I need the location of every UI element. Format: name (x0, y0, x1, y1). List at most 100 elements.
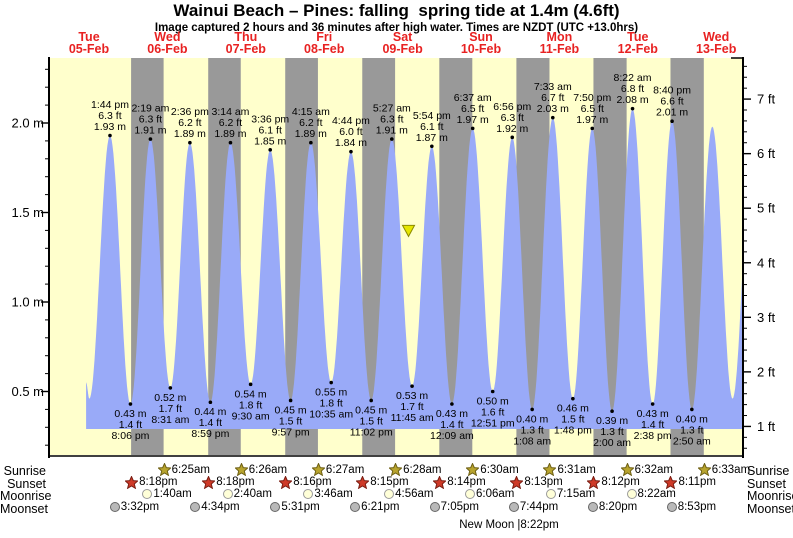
tide-point-dot (168, 386, 173, 390)
day-label-06-Feb: Wed 06-Feb (147, 30, 187, 56)
low-tide-label: 0.43 m (436, 408, 468, 420)
left-axis-label: 1.5 m (11, 205, 44, 220)
moonrise-entry: 7:15am (545, 488, 595, 500)
moonrise-entry: 8:22am (626, 488, 676, 500)
sunrise-entry: 6:26am (234, 463, 288, 476)
tide-point-dot (670, 119, 674, 124)
high-tide-label: 1.91 m (134, 125, 166, 137)
sunrise-star-icon (620, 463, 634, 476)
new-moon-note: New Moon |8:22pm (459, 519, 559, 531)
high-tide-label: 6.1 ft (259, 124, 282, 136)
day-date: 13-Feb (696, 42, 737, 56)
sunset-entry: 8:18pm (202, 475, 255, 489)
moonrise-time: 1:40am (153, 488, 192, 500)
moonset-circle-icon (666, 501, 677, 512)
sunrise-entry: 6:27am (311, 463, 364, 476)
moonset-circle-icon (190, 501, 201, 512)
low-tide-label: 0.40 m (676, 413, 708, 425)
moonset-circle-icon (270, 501, 281, 512)
low-tide-label: 1.4 ft (641, 419, 664, 431)
sunrise-time: 6:33am (711, 463, 751, 476)
tide-point-dot (430, 144, 434, 149)
high-tide-label: 6.5 ft (461, 103, 484, 115)
sunrise-entry: 6:32am (620, 463, 673, 476)
high-tide-label: 6.1 ft (420, 121, 443, 133)
moonset-time: 8:20pm (598, 500, 638, 513)
right-axis-label: 7 ft (757, 92, 775, 107)
low-tide-label: 1.5 ft (279, 415, 302, 427)
high-tide-label: 6.6 ft (660, 96, 683, 108)
tide-point-dot (470, 126, 475, 131)
high-tide-label: 1.89 m (174, 128, 206, 140)
tide-point-dot (410, 384, 414, 388)
low-tide-label: 12:51 pm (471, 418, 515, 430)
low-tide-label: 0.45 m (275, 404, 307, 416)
tide-point-dot (128, 402, 133, 406)
sunrise-star-icon (543, 463, 557, 476)
moonrise-time: 8:22am (637, 488, 676, 500)
left-axis-label: 1.0 m (11, 295, 44, 310)
astro-row-label-right-sunset: Sunset (747, 476, 786, 491)
moonset-circle-icon (587, 501, 598, 512)
moonrise-time: 4:56am (395, 488, 434, 500)
low-tide-label: 0.40 m (516, 413, 548, 425)
day-weekday: Wed (154, 30, 181, 44)
low-tide-label: 0.52 m (154, 392, 186, 404)
low-tide-label: 12:09 am (430, 430, 474, 442)
low-tide-label: 0.53 m (396, 390, 428, 402)
low-tide-label: 9:30 am (232, 410, 270, 422)
sunrise-time: 6:30am (480, 463, 519, 476)
low-tide-label: 1:08 am (513, 435, 551, 447)
moonrise-circle-icon (384, 489, 395, 499)
day-label-08-Feb: Fri 08-Feb (304, 31, 344, 56)
moonset-time: 4:34pm (201, 500, 240, 513)
sunset-time: 8:18pm (139, 476, 178, 488)
moonset-circle-icon (350, 501, 361, 512)
day-label-13-Feb: Wed 13-Feb (696, 31, 737, 56)
moonset-time: 7:44pm (519, 500, 559, 513)
sunset-star-icon (587, 475, 601, 489)
sunrise-time: 6:26am (248, 463, 288, 476)
moonrise-circle-icon (142, 489, 153, 499)
high-tide-label: 6.2 ft (299, 117, 322, 129)
low-tide-label: 1.4 ft (199, 417, 222, 429)
right-axis-label: 6 ft (757, 146, 775, 161)
sunset-time: 8:11pm (678, 476, 716, 488)
low-tide-label: 1.3 ft (600, 426, 623, 438)
moonset-time: 8:53pm (677, 500, 717, 513)
moonrise-circle-icon (303, 489, 314, 499)
high-tide-label: 4:44 pm (332, 115, 370, 127)
moonset-time: 6:21pm (361, 500, 400, 513)
moonset-circle-icon (429, 501, 440, 512)
page-title: Wainui Beach – Pines: falling spring tid… (173, 1, 620, 20)
tide-point-dot (248, 382, 253, 387)
moonset-entry: 5:31pm (270, 501, 320, 513)
low-tide-label: 8:59 pm (191, 428, 229, 440)
sunset-star-icon (664, 475, 678, 489)
high-tide-label: 2.08 m (616, 94, 648, 106)
low-tide-label: 2:50 am (673, 435, 711, 447)
sunset-time: 8:12pm (601, 476, 640, 488)
day-date: 11-Feb (539, 42, 580, 56)
day-date: 12-Feb (617, 42, 658, 56)
sunset-star-icon (279, 475, 293, 489)
sunset-star-icon (510, 475, 524, 489)
low-tide-label: 0.43 m (637, 408, 669, 420)
right-axis-label: 4 ft (757, 255, 775, 270)
moonset-entry: 7:44pm (508, 500, 559, 513)
low-tide-label: 2:00 am (593, 437, 631, 449)
high-tide-label: 4:15 am (292, 106, 330, 118)
sunrise-star-icon (157, 463, 171, 476)
day-weekday: Tue (78, 30, 100, 44)
day-date: 09-Feb (382, 42, 423, 56)
low-tide-label: 1.8 ft (320, 398, 343, 410)
moonset-entry: 4:34pm (190, 500, 240, 513)
low-tide-label: 0.55 m (315, 387, 347, 399)
day-date: 07-Feb (225, 42, 266, 56)
sunset-entry: 8:13pm (510, 475, 563, 489)
sunset-time: 8:14pm (447, 476, 486, 488)
sunset-star-icon (433, 475, 447, 489)
high-tide-label: 8:22 am (614, 72, 652, 84)
left-axis-label: 2.0 m (11, 116, 44, 131)
tide-point-dot (650, 402, 655, 406)
